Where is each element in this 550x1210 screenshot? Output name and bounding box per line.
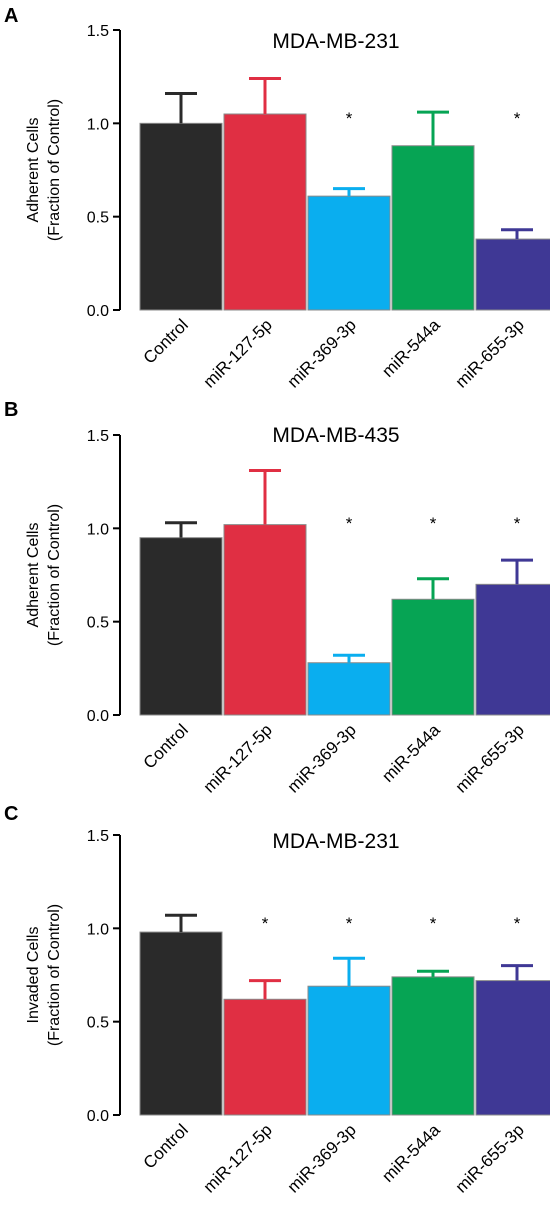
y-tick-label: 0.5 (87, 615, 109, 632)
bar (391, 976, 475, 1116)
chart-title: MDA-MB-231 (272, 30, 399, 53)
significance-mark: * (514, 514, 521, 533)
category-label: Control (140, 315, 192, 367)
category-label: Control (140, 1120, 192, 1172)
significance-mark: * (430, 914, 437, 933)
significance-mark: * (346, 914, 353, 933)
category-label: miR-655-3p (452, 315, 528, 391)
chart-title: MDA-MB-435 (272, 424, 399, 447)
bar (475, 238, 550, 311)
category-label: miR-127-5p (200, 720, 276, 796)
y-axis-label: Adherent Cells (Fraction of Control) (25, 504, 63, 646)
y-tick-label: 1.0 (87, 116, 109, 133)
chart-title: MDA-MB-231 (272, 830, 399, 853)
chart-panel-b: B MDA-MB-435 0.0 0.5 1.0 1.5 Adherent Cells (Fr… (4, 399, 550, 797)
y-tick-label: 1.5 (87, 23, 109, 40)
y-tick-label: 0.0 (87, 303, 109, 320)
significance-mark: * (346, 514, 353, 533)
category-label: miR-127-5p (200, 315, 276, 391)
y-tick-label: 1.0 (87, 921, 109, 938)
y-axis-label-line: Adherent Cells (25, 118, 42, 223)
category-label: miR-655-3p (452, 720, 528, 796)
bar (391, 598, 475, 716)
y-tick-label: 0.0 (87, 1108, 109, 1125)
chart-panel-a: A MDA-MB-231 0.0 0.5 1.0 1.5 Adherent Cells (Fr… (4, 5, 550, 392)
y-axis-label-line: (Fraction of Control) (46, 904, 63, 1046)
y-tick-label: 0.5 (87, 1015, 109, 1032)
bar (307, 662, 391, 716)
panel-letter: A (4, 5, 18, 27)
bar (475, 980, 550, 1116)
bar (391, 145, 475, 311)
category-label: miR-369-3p (284, 315, 360, 391)
category-label: miR-369-3p (284, 720, 360, 796)
y-axis-label: Adherent Cells (Fraction of Control) (25, 99, 63, 241)
bar (139, 537, 223, 716)
significance-mark: * (514, 109, 521, 128)
category-label: miR-655-3p (452, 1120, 528, 1196)
bar (223, 524, 307, 716)
bar (139, 122, 223, 311)
y-tick-label: 1.5 (87, 828, 109, 845)
category-label: miR-127-5p (200, 1120, 276, 1196)
y-axis-label-line: (Fraction of Control) (46, 99, 63, 241)
bar (307, 985, 391, 1116)
chart-panel-c: C MDA-MB-231 0.0 0.5 1.0 1.5 Invaded Cells (Fra… (4, 803, 550, 1197)
bar (139, 931, 223, 1116)
significance-mark: * (430, 514, 437, 533)
significance-mark: * (514, 914, 521, 933)
bar (223, 113, 307, 311)
y-tick-label: 1.5 (87, 428, 109, 445)
category-label: miR-369-3p (284, 1120, 360, 1196)
category-label: miR-544a (378, 315, 444, 381)
y-axis-label-line: Invaded Cells (25, 927, 42, 1024)
significance-mark: * (346, 109, 353, 128)
category-label: miR-544a (378, 720, 444, 786)
category-label: Control (140, 720, 192, 772)
y-axis-label-line: (Fraction of Control) (46, 504, 63, 646)
category-label: miR-544a (378, 1120, 444, 1186)
y-tick-label: 0.0 (87, 708, 109, 725)
bar (475, 583, 550, 716)
panel-letter: C (4, 803, 18, 825)
y-axis-label: Invaded Cells (Fraction of Control) (25, 904, 63, 1046)
panel-letter: B (4, 399, 18, 421)
bar (223, 998, 307, 1116)
y-tick-label: 0.5 (87, 210, 109, 227)
y-tick-label: 1.0 (87, 521, 109, 538)
bar (307, 195, 391, 311)
significance-mark: * (262, 914, 269, 933)
y-axis-label-line: Adherent Cells (25, 523, 42, 628)
